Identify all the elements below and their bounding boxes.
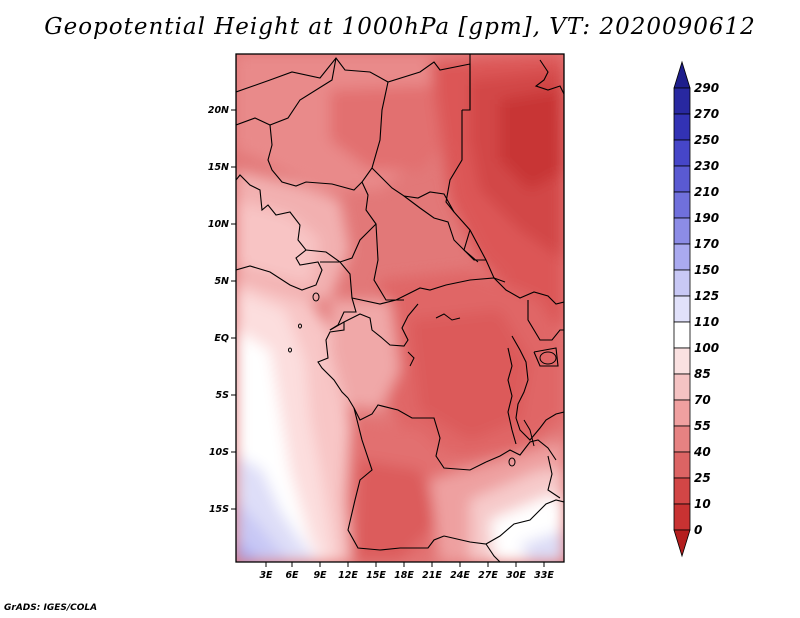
colorbar-segment — [673, 113, 691, 141]
colorbar-label: 190 — [694, 211, 719, 225]
lat-label-10s: 10S — [209, 447, 229, 458]
lat-label-5s: 5S — [216, 390, 230, 401]
colorbar-segment — [673, 87, 691, 115]
colorbar-segment — [673, 425, 691, 453]
colorbar-segment — [673, 347, 691, 375]
colorbar-label: 40 — [693, 445, 711, 459]
colorbar-segment — [673, 399, 691, 427]
map-frame — [235, 53, 565, 563]
colorbar-label: 125 — [694, 289, 719, 303]
lon-label-24e: 24E — [450, 570, 470, 581]
lat-label-15n: 15N — [208, 162, 229, 173]
lon-label-33e: 33E — [534, 570, 554, 581]
colorbar-label: 10 — [694, 497, 711, 511]
lon-label-3e: 3E — [259, 570, 273, 581]
colorbar-segment — [673, 529, 691, 558]
colorbar-segment — [673, 373, 691, 401]
colorbar-label: 100 — [694, 341, 719, 355]
lat-label-10n: 10N — [208, 219, 229, 230]
colorbar-segment — [673, 451, 691, 479]
colorbar-segment — [673, 295, 691, 323]
colorbar-segment — [673, 243, 691, 271]
colorbar-label: 230 — [694, 159, 719, 173]
lon-label-12e: 12E — [338, 570, 358, 581]
lakes-and-islands — [288, 292, 557, 467]
lon-label-9e: 9E — [313, 570, 327, 581]
lon-label-18e: 18E — [394, 570, 414, 581]
colorbar-label: 150 — [694, 263, 719, 277]
colorbar: 2902702502302101901701501251101008570554… — [673, 60, 719, 558]
lon-label-6e: 6E — [285, 570, 299, 581]
colorbar-label: 55 — [694, 419, 711, 433]
colorbar-segment — [673, 60, 691, 89]
colorbar-label: 0 — [694, 523, 702, 537]
lon-label-27e: 27E — [478, 570, 498, 581]
colorbar-label: 170 — [694, 237, 719, 251]
latitude-axis: 20N 15N 10N 5N EQ 5S 10S 15S — [208, 105, 236, 515]
grads-credit: GrADS: IGES/COLA — [4, 603, 98, 613]
colorbar-segment — [673, 191, 691, 219]
colorbar-label: 290 — [694, 81, 719, 95]
lat-label-5n: 5N — [214, 276, 229, 287]
political-boundaries — [236, 54, 564, 562]
colorbar-label: 70 — [694, 393, 711, 407]
colorbar-label: 110 — [694, 315, 719, 329]
colorbar-segment — [673, 139, 691, 167]
longitude-axis: 3E 6E 9E 12E 15E 18E 21E 24E 27E 30E 33E — [259, 562, 554, 581]
colorbar-segment — [673, 321, 691, 349]
colorbar-segment — [673, 165, 691, 193]
colorbar-label: 250 — [694, 133, 719, 147]
shaded-height-field — [236, 54, 564, 562]
colorbar-segment — [673, 503, 691, 531]
colorbar-segment — [673, 477, 691, 505]
lat-label-20n: 20N — [208, 105, 229, 116]
colorbar-label: 25 — [694, 471, 711, 485]
lon-label-15e: 15E — [366, 570, 386, 581]
lon-label-21e: 21E — [422, 570, 442, 581]
colorbar-segment — [673, 269, 691, 297]
plot-title: Geopotential Height at 1000hPa [gpm], VT… — [44, 14, 756, 40]
colorbar-label: 210 — [694, 185, 719, 199]
lat-label-eq: EQ — [214, 333, 229, 344]
lon-label-30e: 30E — [506, 570, 526, 581]
colorbar-segment — [673, 217, 691, 245]
colorbar-label: 85 — [694, 367, 711, 381]
lat-label-15s: 15S — [209, 504, 229, 515]
colorbar-label: 270 — [694, 107, 719, 121]
